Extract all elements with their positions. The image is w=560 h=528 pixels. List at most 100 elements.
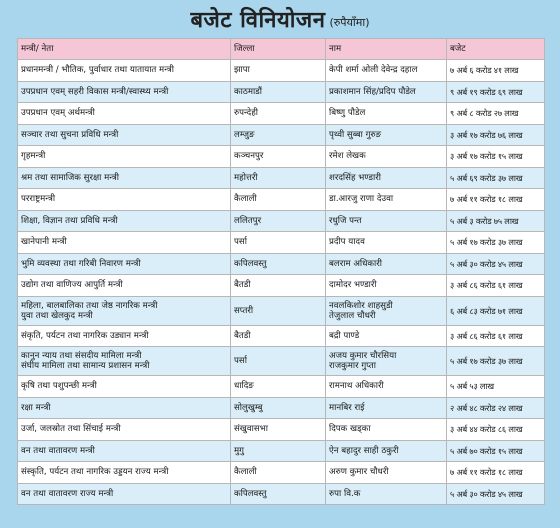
budget-cell: ३ अर्ब १७ करोड ७६ लाख [446,123,545,146]
name-cell: प्रदीप यादव [325,231,447,254]
person-name: बलराम अधिकारी [329,258,382,269]
person-name: डा.आरजु राणा देउवा [329,194,394,205]
name-cell: केपी शर्मा ओली देवेन्द्र दहाल [325,59,447,82]
table-row: वन तथा वातावरण मन्त्री मुगु ऐन बहादुर साही… [17,439,545,462]
budget-cell: ९ अर्ब १९ करोड ६९ लाख [446,80,545,103]
ministry-cell: उपप्रधान एवम् सहरी विकास मन्त्री/स्वास्थ… [17,80,231,103]
ministry-cell: रक्षा मन्त्री [17,396,231,419]
district-cell: महोत्तरी [230,166,326,189]
table-row: भुमि व्यवस्था तथा गरिबी निवारण मन्त्री कप… [17,252,545,275]
name-cell: डा.आरजु राणा देउवा [325,188,447,211]
column-header-name: नाम [325,38,447,60]
ministry-label: महिला, बालबालिका तथा जेष्ठ नागरिक मन्त्र… [21,300,158,311]
name-cell: बिष्णु पौडेल [325,102,447,125]
ministry-cell: संस्कृति, पर्यटन तथा नागरिक उड्डयन राज्य… [17,461,231,484]
district-cell: सप्तरी [230,295,326,326]
district-cell: झापा [230,59,326,82]
ministry-label: शिक्षा, विज्ञान तथा प्रविधि मन्त्री [21,215,118,226]
person-name: रामनाथ अधिकारी [329,381,384,392]
district-cell: कैलाली [230,461,326,484]
person-name: नवलकिशोर शाहसुडी [329,300,393,311]
person-name: बद्री पाण्डे [329,330,360,341]
ministry-cell: भुमि व्यवस्था तथा गरिबी निवारण मन्त्री [17,252,231,275]
person-name: अजय कुमार चौरसिया [329,351,397,361]
person-name: दिपक खड्का [329,424,371,435]
budget-cell: ५ अर्ब ३० करोड ४५ लाख [446,482,545,505]
name-cell: प्रकाशमान सिंह/प्रदिप पौडेल [325,80,447,103]
table-row: कानुन न्याय तथा संसदीय मामिला मन्त्री संघ… [17,346,545,376]
budget-cell: ३ अर्ब ८६ करोड ६१ लाख [446,274,545,297]
district-cell: कैलाली [230,188,326,211]
ministry-cell: सञ्चार तथा सुचना प्रविधि मन्त्री [17,123,231,146]
table-row: महिला, बालबालिका तथा जेष्ठ नागरिक मन्त्र… [17,295,545,326]
ministry-label: प्रधानमन्त्री / भौतिक, पुर्वाधार तथा यात… [21,65,174,76]
ministry-cell: खानेपानी मन्त्री [17,231,231,254]
district-cell: बैतडी [230,274,326,297]
person-name: रुपा वि.क [329,488,361,499]
page-title: बजेट विनियोजन [190,8,326,33]
district-cell: बैतडी [230,324,326,347]
budget-cell: ७ अर्ब ६ करोड ४१ लाख [446,59,545,82]
ministry-cell: उपप्रधान एवम् अर्थमन्त्री [17,102,231,125]
ministry-cell: कानुन न्याय तथा संसदीय मामिला मन्त्री संघ… [17,346,231,376]
ministry-cell: संकृति, पर्यटन तथा नागरिक उड्यान मन्त्री [17,324,231,347]
ministry-cell: उर्जा, जलस्रोत तथा सिंचाई मन्त्री [17,418,231,441]
table-row: संकृति, पर्यटन तथा नागरिक उड्यान मन्त्री… [17,324,545,347]
ministry-cell: गृहमन्त्री [17,145,231,168]
name-cell: बलराम अधिकारी [325,252,447,275]
district-cell: रुपन्देही [230,102,326,125]
ministry-cell: उद्योग तथा वाणिज्य आपुर्ति मन्त्री [17,274,231,297]
district-cell: ललितपुर [230,209,326,232]
name-cell: नवलकिशोर शाहसुडी तेजुलाल चौधरी [325,295,447,326]
person-name: मानबिर राई [329,402,365,413]
budget-cell: ३ अर्ब १७ करोड १५ लाख [446,145,545,168]
district-cell: पर्सा [230,346,326,376]
district-cell: सोलुखुम्बु [230,396,326,419]
person-name: केपी शर्मा ओली देवेन्द्र दहाल [329,65,418,76]
ministry-label: कृषि तथा पशुपन्छी मन्त्री [21,381,97,392]
table-row: श्रम तथा सामाजिक सुरक्षा मन्त्री महोत्तरी… [17,166,545,189]
name-cell: पृथ्वी सुब्बा गुरुङ [325,123,447,146]
table-row: संस्कृति, पर्यटन तथा नागरिक उड्डयन राज्य… [17,461,545,484]
name-cell: दिपक खड्का [325,418,447,441]
person-name: बिष्णु पौडेल [329,108,366,119]
table-row: खानेपानी मन्त्री पर्सा प्रदीप यादव ५ अर्ब १… [17,231,545,254]
budget-cell: ७ अर्ब ११ करोड १८ लाख [446,461,545,484]
ministry-label: उर्जा, जलस्रोत तथा सिंचाई मन्त्री [21,424,121,435]
page-subtitle: (रुपैयाँमा) [329,16,370,29]
district-cell: मुगु [230,439,326,462]
table-row: उपप्रधान एवम् अर्थमन्त्री रुपन्देही बिष्णु… [17,102,545,125]
ministry-label: रक्षा मन्त्री [21,402,51,413]
ministry-cell: वन तथा वातावरण मन्त्री [17,439,231,462]
district-cell: कञ्चनपुर [230,145,326,168]
table-row: प्रधानमन्त्री / भौतिक, पुर्वाधार तथा यात… [17,59,545,82]
ministry-cell: महिला, बालबालिका तथा जेष्ठ नागरिक मन्त्र… [17,295,231,326]
ministry-cell: वन तथा वातावरण राज्य मन्त्री [17,482,231,505]
ministry-label: सञ्चार तथा सुचना प्रविधि मन्त्री [21,129,119,140]
person-name: दामोदर भण्डारी [329,280,377,291]
budget-cell: ३ अर्ब ४४ करोड ८६ लाख [446,418,545,441]
table-row: सञ्चार तथा सुचना प्रविधि मन्त्री लम्जुङ पृ… [17,123,545,146]
column-header-district: जिल्ला [230,38,326,60]
district-cell: कपिलवस्तु [230,252,326,275]
name-cell: रधुजि पन्त [325,209,447,232]
name-cell: बद्री पाण्डे [325,324,447,347]
name-cell: शरदसिंह भण्डारी [325,166,447,189]
ministry-label: वन तथा वातावरण मन्त्री [21,445,95,456]
table-row: गृहमन्त्री कञ्चनपुर रमेश लेखक ३ अर्ब १७ करो… [17,145,545,168]
district-cell: पर्सा [230,231,326,254]
table-body: प्रधानमन्त्री / भौतिक, पुर्वाधार तथा यात… [17,59,545,505]
table-row: शिक्षा, विज्ञान तथा प्रविधि मन्त्री ललितप… [17,209,545,232]
table-row: उद्योग तथा वाणिज्य आपुर्ति मन्त्री बैतडी द… [17,274,545,297]
ministry-label: परराष्ट्रमन्त्री [21,194,56,205]
ministry-label: संकृति, पर्यटन तथा नागरिक उड्यान मन्त्री [21,330,149,341]
name-cell: दामोदर भण्डारी [325,274,447,297]
table-row: उपप्रधान एवम् सहरी विकास मन्त्री/स्वास्थ… [17,80,545,103]
ministry-label: खानेपानी मन्त्री [21,237,67,248]
ministry-label: श्रम तथा सामाजिक सुरक्षा मन्त्री [21,172,119,183]
ministry-label-line2: युवा तथा खेलकुद मन्त्री [21,310,93,321]
table-row: कृषि तथा पशुपन्छी मन्त्री धादिङ रामनाथ अधि… [17,375,545,398]
person-name-line2: राजकुमार गुप्ता [329,361,376,371]
ministry-label: कानुन न्याय तथा संसदीय मामिला मन्त्री [21,351,142,361]
ministry-cell: कृषि तथा पशुपन्छी मन्त्री [17,375,231,398]
